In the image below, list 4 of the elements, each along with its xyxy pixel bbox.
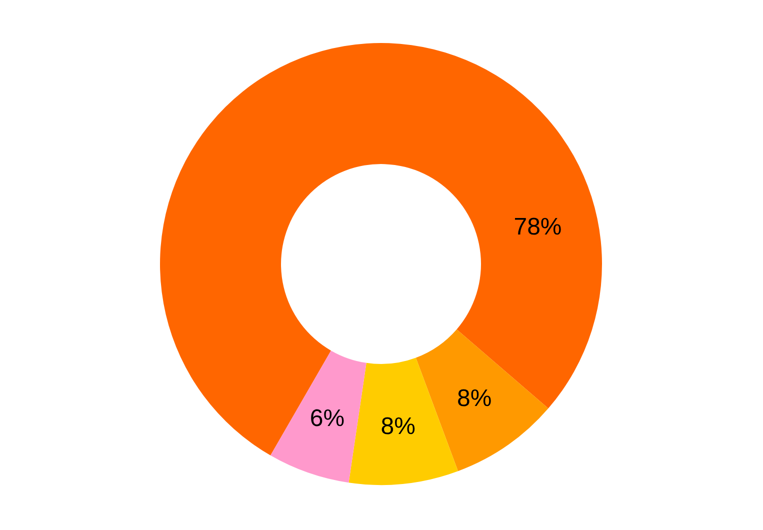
data-label: 78% bbox=[514, 213, 562, 240]
data-label: 8% bbox=[456, 384, 492, 412]
data-label: 8% bbox=[380, 413, 416, 440]
data-label: 6% bbox=[310, 404, 345, 432]
